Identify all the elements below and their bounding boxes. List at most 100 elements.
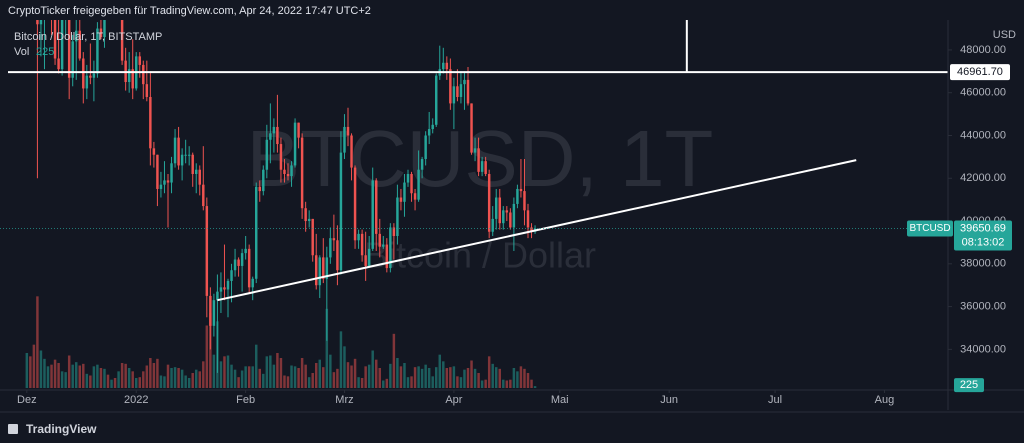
candle-body [269,133,272,140]
volume-bar [339,331,343,388]
volume-bar [82,363,85,388]
legend-volume-value: 225 [36,46,54,58]
volume-bar [127,368,131,388]
candle-body [360,233,364,256]
volume-bar [180,369,184,388]
volume-bar [166,364,170,388]
candle-body [198,169,201,185]
volume-bar [382,380,385,388]
volume-bar [300,358,304,388]
volume-bar [473,368,477,388]
candle-body [339,152,343,271]
candle-body [187,154,191,156]
volume-bar [29,356,32,388]
candle-body [205,206,209,296]
candle-body [71,41,74,78]
volume-bar [367,364,371,388]
candle-body [170,163,173,183]
y-tick-label: 46000.00 [960,87,1006,99]
candle-body [85,75,89,89]
candle-body [142,64,145,85]
volume-bar [431,376,434,388]
watermark: BTCUSD, 1T Bitcoin / Dollar [247,114,714,275]
volume-bar [385,378,389,388]
volume-bar [399,366,403,388]
volume-bar [152,363,156,388]
volume-bar [177,368,180,388]
volume-bar [533,386,537,388]
candle-body [247,248,251,288]
candle-body [244,248,247,254]
volume-bar [89,375,92,388]
candle-body [237,259,240,266]
candle-body [375,180,378,234]
candle-body [286,173,290,177]
candle-body [463,79,466,85]
volume-bar [269,355,272,388]
candle-body [431,124,434,130]
x-tick-label: Feb [236,394,255,406]
candle-body [272,126,276,134]
y-tick-label: 34000.00 [960,343,1006,355]
candle-body [487,173,491,232]
volume-bar [283,375,286,388]
candle-body [332,238,336,241]
volume-bar [290,365,293,388]
x-tick-label: Mai [551,394,569,406]
candle-body [300,137,304,209]
candle-body [223,287,226,290]
volume-bar [307,377,311,388]
y-tick-label: 38000.00 [960,258,1006,270]
volume-bar [124,363,127,388]
volume-bar [315,363,318,388]
candle-body [502,210,505,224]
volume-bar [244,366,247,388]
candle-body [177,137,180,166]
volume-bar [350,365,353,388]
candle-body [343,126,346,153]
candle-body [456,86,459,97]
volume-bar [237,377,240,388]
x-tick-label: Dez [17,394,37,406]
volume-bar [325,308,329,388]
volume-bar [293,366,297,388]
candle-body [322,257,325,279]
candle-body [452,86,456,104]
watermark-name: Bitcoin / Dollar [364,235,596,276]
volume-bar [477,373,480,388]
candle-body [159,184,163,189]
hline-badge [950,64,1010,81]
volume-bar [322,367,325,388]
volume-bar [53,359,57,388]
volume-bar [424,364,427,388]
candle-body [396,197,399,237]
candle-body [279,144,283,170]
y-tick-label: 48000.00 [960,44,1006,56]
countdown: 08:13:02 [962,236,1005,248]
volume-bar [410,376,413,388]
x-tick-label: Aug [875,394,895,406]
volume-bar [449,367,452,388]
volume-bar [138,377,141,388]
candle-body [191,154,194,174]
candle-body [315,255,318,286]
candle-body [318,257,321,286]
volume-bar [255,344,258,388]
volume-bar [523,368,526,388]
volume-bar [286,376,290,388]
volume-bar [191,373,194,388]
y-tick-label: 36000.00 [960,300,1006,312]
volume-bar [311,373,314,388]
volume-bar [463,369,466,388]
volume-bar [106,374,110,388]
volume-bar [142,371,145,388]
volume-bar [452,366,456,388]
legend-title: Bitcoin / Dollar, 1T, BITSTAMP [14,31,162,43]
volume-bar [406,377,410,388]
volume-bar [332,372,336,388]
volume-bar [459,377,463,388]
candle-body [53,20,57,59]
candle-body [262,169,265,192]
candle-body [424,135,427,160]
